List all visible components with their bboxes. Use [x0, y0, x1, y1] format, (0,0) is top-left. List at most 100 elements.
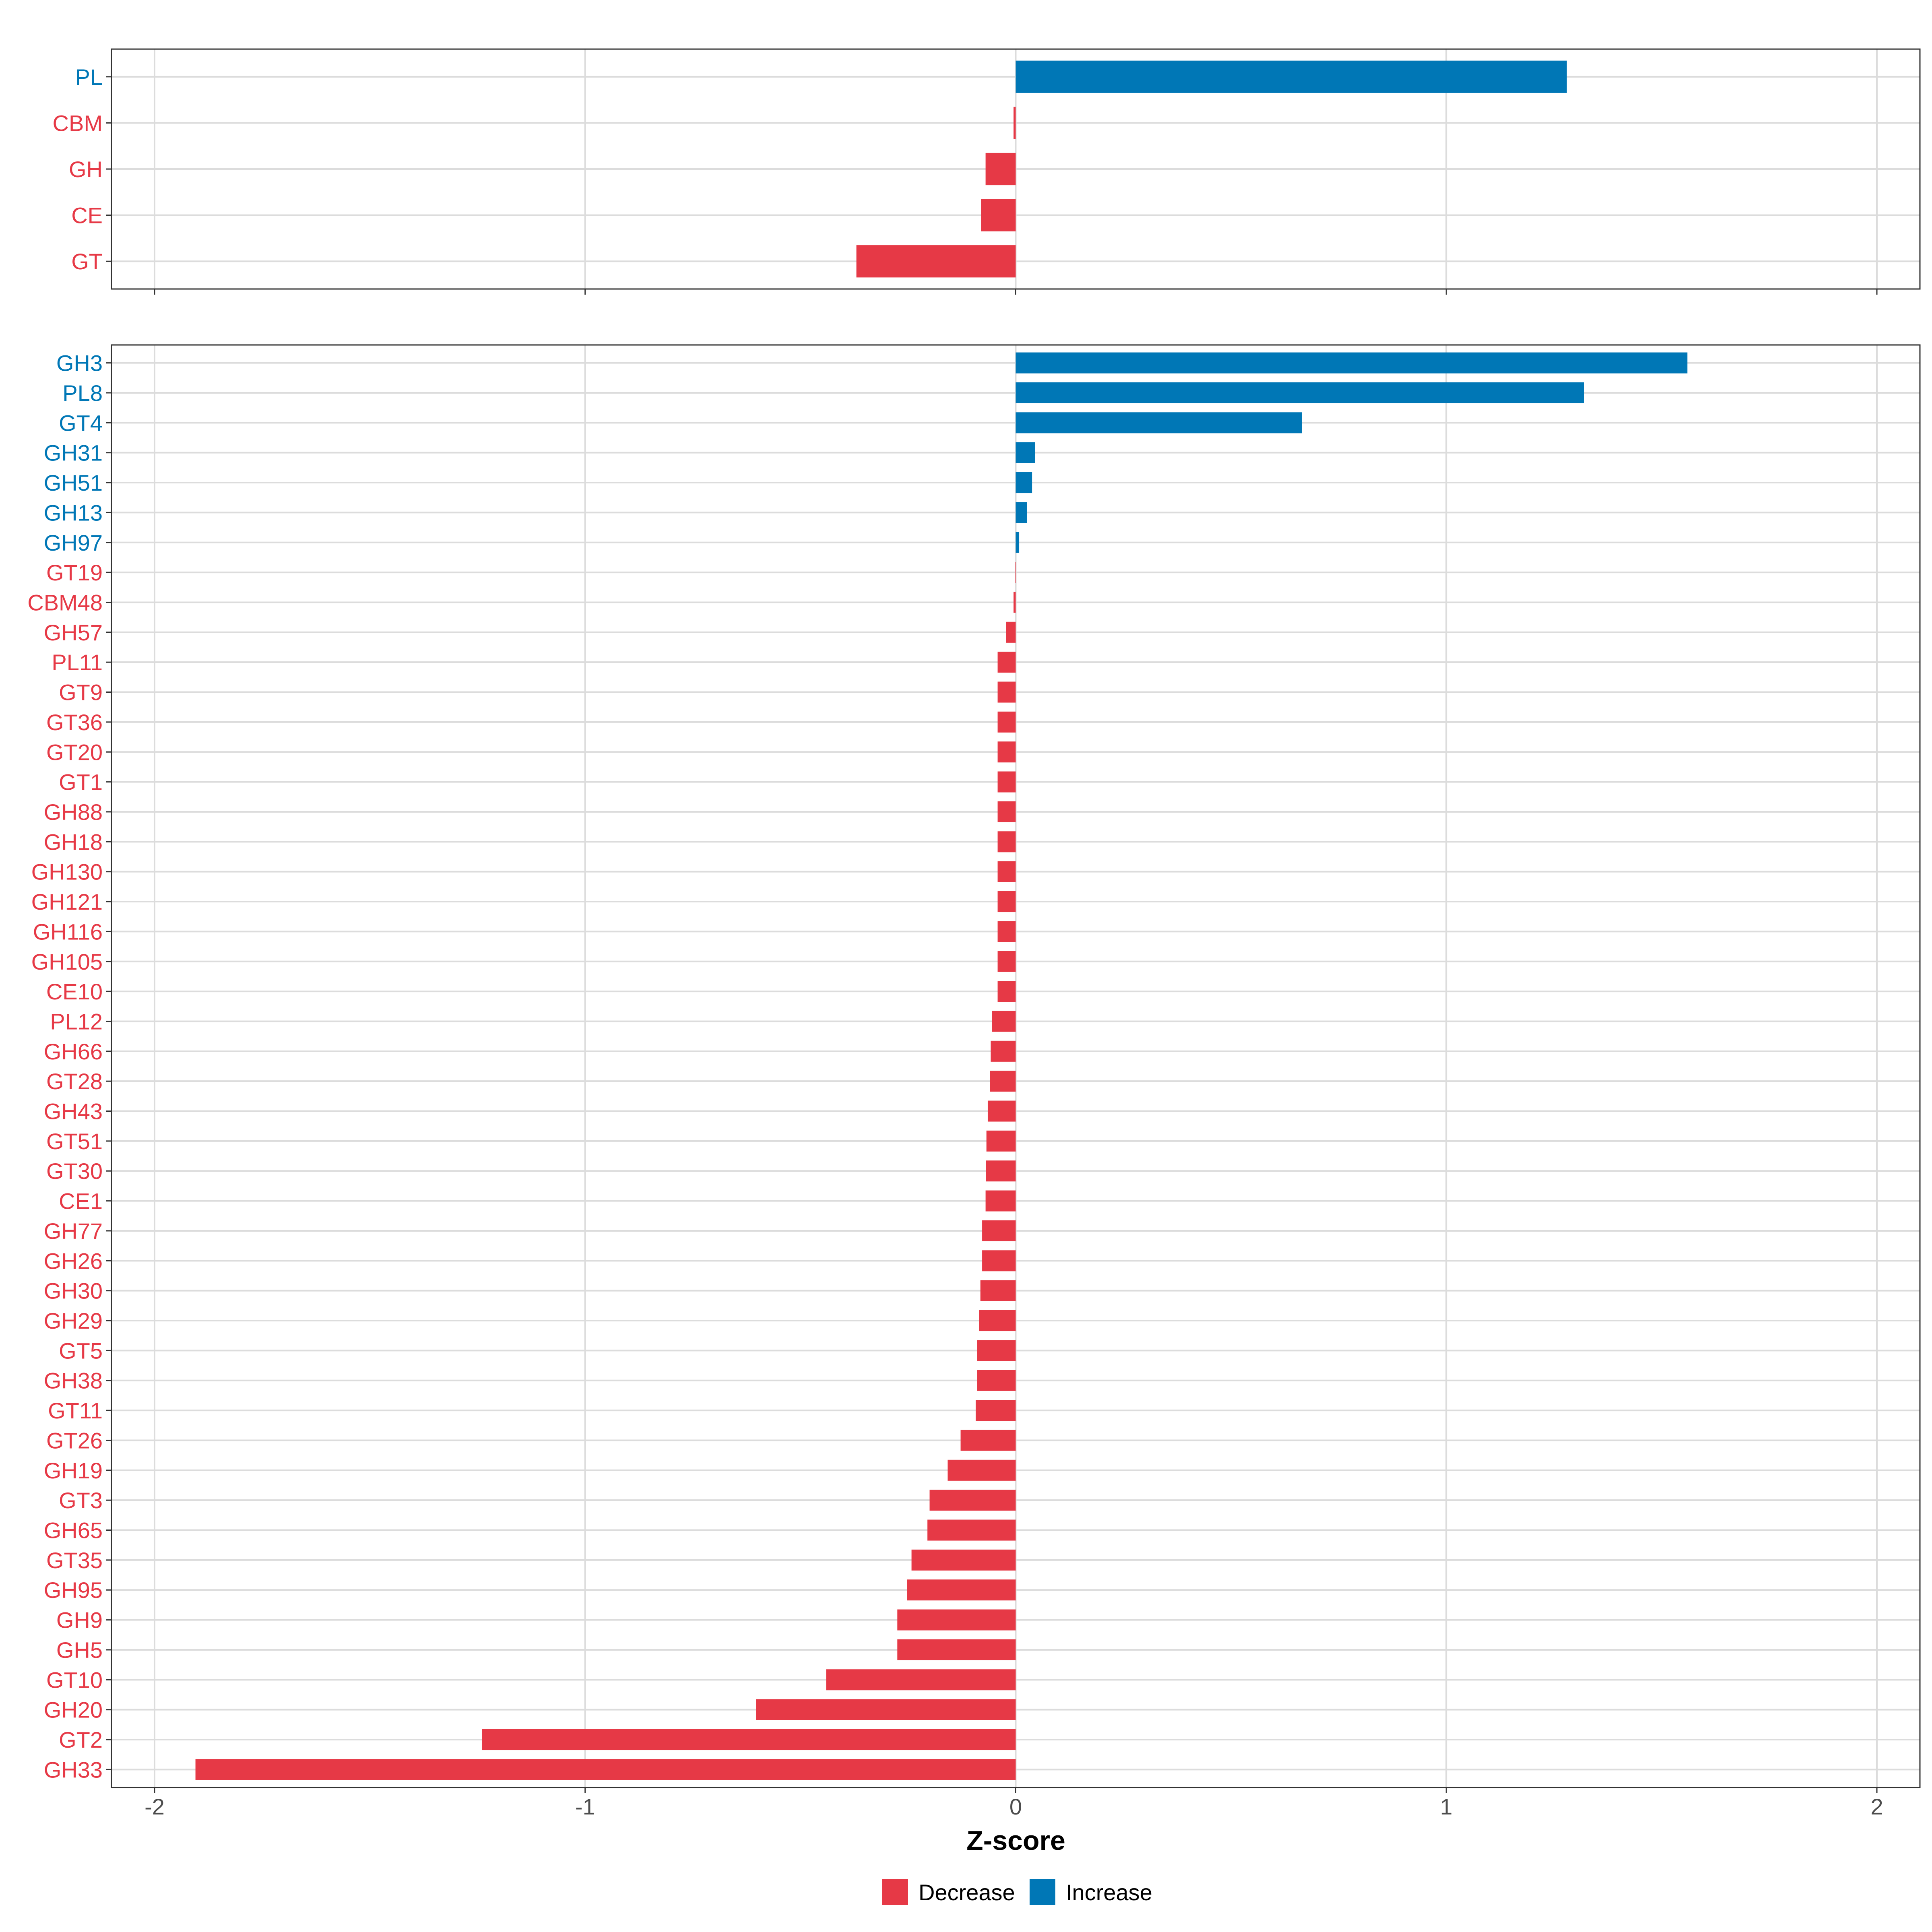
category-label: GH — [69, 157, 103, 182]
bar-GH3 — [1016, 352, 1688, 374]
category-label: GH66 — [44, 1039, 103, 1064]
bar-CE1 — [985, 1190, 1016, 1212]
bar-CBM48 — [1013, 592, 1016, 613]
bar-GH121 — [997, 891, 1016, 912]
bar-CE10 — [997, 981, 1016, 1002]
bar-GT1 — [997, 771, 1016, 793]
category-label: GT35 — [46, 1548, 103, 1573]
category-label: GT20 — [46, 739, 103, 765]
legend-swatch-decrease — [882, 1879, 908, 1905]
bar-GT — [856, 245, 1016, 278]
bar-GH65 — [927, 1519, 1016, 1541]
bar-GH97 — [1016, 532, 1020, 553]
bar-GT28 — [990, 1071, 1016, 1092]
category-label: GT28 — [46, 1069, 103, 1094]
bar-PL11 — [997, 652, 1016, 673]
category-label: PL11 — [52, 650, 103, 675]
category-label: GH57 — [44, 620, 103, 645]
category-label: GH26 — [44, 1248, 103, 1274]
bar-CBM — [1013, 107, 1016, 139]
bar-GT30 — [986, 1160, 1016, 1182]
family-panel: PL CBM GH CE GT — [53, 48, 1921, 295]
bar-GH13 — [1016, 502, 1027, 523]
bar-GT36 — [997, 711, 1016, 733]
legend-label-increase: Increase — [1066, 1880, 1152, 1905]
category-label: GH116 — [33, 919, 103, 944]
x-axis-title: Z-score — [966, 1825, 1065, 1856]
bar-GH31 — [1016, 442, 1035, 463]
bar-GH116 — [997, 921, 1016, 942]
bar-GT51 — [986, 1130, 1016, 1152]
category-label: GH30 — [44, 1278, 103, 1304]
category-label: GH13 — [44, 500, 103, 525]
bar-GT5 — [977, 1340, 1016, 1361]
bar-GT26 — [960, 1430, 1016, 1451]
bar-GH95 — [907, 1579, 1016, 1601]
bar-GH29 — [979, 1310, 1016, 1331]
bar-GH57 — [1006, 621, 1016, 643]
category-label: PL12 — [50, 1009, 103, 1034]
bar-PL12 — [992, 1011, 1016, 1032]
category-label: GT9 — [59, 680, 103, 705]
bar-GT4 — [1016, 412, 1302, 433]
bar-GT20 — [997, 741, 1016, 763]
bar-GT3 — [929, 1490, 1016, 1511]
category-label: GT4 — [59, 410, 103, 436]
category-label: GT5 — [59, 1338, 103, 1363]
category-label: CE1 — [59, 1189, 103, 1214]
bar-GT19 — [1015, 562, 1016, 583]
bar-GH33 — [195, 1759, 1016, 1780]
category-label: GT2 — [59, 1727, 103, 1752]
legend: Decrease Increase — [882, 1879, 1152, 1905]
category-label: GH95 — [44, 1577, 103, 1603]
category-label: GH19 — [44, 1458, 103, 1483]
x-tick-label: -2 — [144, 1794, 165, 1819]
bar-GH105 — [997, 951, 1016, 972]
category-label: GH130 — [31, 859, 103, 885]
bar-GH20 — [756, 1699, 1016, 1720]
category-label: GT19 — [46, 560, 103, 585]
legend-label-decrease: Decrease — [919, 1880, 1015, 1905]
category-label: GH5 — [56, 1637, 103, 1663]
bar-GH9 — [897, 1609, 1016, 1631]
category-label: GH77 — [44, 1218, 103, 1244]
bar-GH66 — [991, 1040, 1016, 1062]
category-label: GT11 — [48, 1398, 103, 1423]
category-label: GT3 — [59, 1488, 103, 1513]
category-label: CE10 — [46, 979, 103, 1004]
category-label: PL — [75, 64, 103, 90]
category-label: CBM — [53, 110, 103, 136]
category-label: GH18 — [44, 829, 103, 855]
bar-GH130 — [997, 861, 1016, 882]
category-label: GH97 — [44, 530, 103, 555]
category-label: GH3 — [56, 351, 103, 376]
bar-GT9 — [997, 681, 1016, 703]
bar-GT11 — [976, 1400, 1016, 1421]
bar-GH43 — [987, 1100, 1016, 1122]
bar-GH — [985, 153, 1016, 186]
bar-GH5 — [897, 1639, 1016, 1660]
subfamily-panel: GH3 PL8 GT4 GH31 GH51 GH13 GH97 GT19 CBM48 GH57 PL… — [27, 344, 1921, 1793]
category-label: GH20 — [44, 1697, 103, 1723]
bar-GH77 — [982, 1220, 1016, 1241]
bar-GT2 — [481, 1729, 1016, 1750]
bar-PL — [1016, 60, 1567, 93]
bar-GH38 — [977, 1370, 1016, 1391]
bar-PL8 — [1016, 382, 1584, 403]
legend-swatch-increase — [1030, 1879, 1055, 1905]
category-label: GH105 — [31, 949, 103, 974]
category-label: GH121 — [31, 889, 103, 914]
category-label: GT51 — [46, 1129, 103, 1154]
category-label: GT30 — [46, 1158, 103, 1184]
bar-GH88 — [997, 801, 1016, 822]
category-label: GT — [71, 249, 103, 274]
category-label: GH31 — [44, 440, 103, 466]
category-label: GH9 — [56, 1608, 103, 1633]
x-tick-label: 1 — [1440, 1794, 1453, 1819]
category-label: GH43 — [44, 1099, 103, 1124]
bar-GT10 — [826, 1669, 1016, 1690]
category-label: GH33 — [44, 1757, 103, 1782]
bar-GH30 — [980, 1280, 1016, 1301]
bar-GH51 — [1016, 472, 1032, 493]
